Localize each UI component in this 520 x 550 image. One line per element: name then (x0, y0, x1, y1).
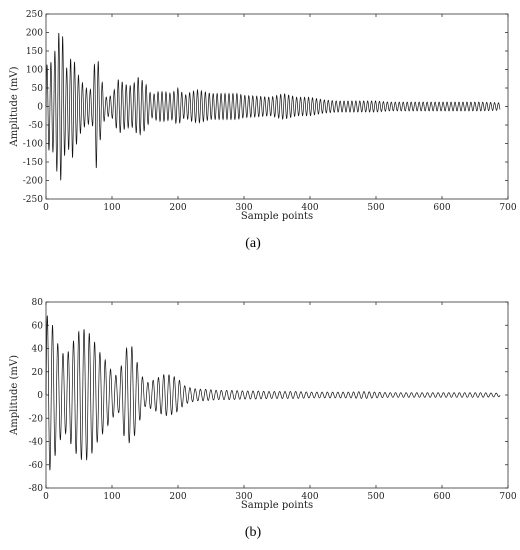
y-tick-label: 80 (32, 298, 44, 308)
y-tick-label: 150 (26, 47, 43, 57)
y-axis-label: Amplitude (mV) (9, 66, 20, 147)
y-tick-label: 0 (37, 103, 43, 113)
y-tick-label: -80 (29, 484, 44, 494)
x-tick-label: 600 (433, 203, 450, 213)
y-tick-label: 50 (32, 84, 44, 94)
x-tick-label: 400 (301, 492, 318, 502)
y-tick-label: -200 (23, 177, 43, 187)
x-tick-label: 700 (499, 203, 516, 213)
y-tick-label: -150 (23, 158, 43, 168)
panel-caption: (a) (245, 236, 261, 251)
x-tick-label: 100 (103, 492, 120, 502)
plot-frame (45, 301, 509, 489)
signal-line (45, 32, 501, 181)
y-tick-label: 0 (37, 391, 43, 401)
x-tick-label: 300 (235, 492, 252, 502)
x-tick-label: 0 (43, 203, 49, 213)
x-tick-label: 200 (169, 492, 186, 502)
x-tick-label: 500 (367, 492, 384, 502)
panel-b: 0 100 200 300 400 500 600 700806040200-20-40-60… (9, 298, 517, 540)
panel-caption: (b) (245, 525, 262, 540)
panel-a: 0 100 200 300 400 500 600 700250200150100500-50… (9, 10, 517, 251)
y-axis-label: Amplitude (mV) (9, 355, 20, 436)
y-tick-label: 250 (26, 10, 43, 20)
x-tick-label: 300 (235, 203, 252, 213)
x-axis-label: Sample points (241, 500, 313, 511)
x-tick-label: 400 (301, 203, 318, 213)
y-tick-label: -50 (29, 121, 44, 131)
y-tick-label: -20 (29, 414, 44, 424)
signal-line (45, 315, 501, 471)
x-tick-label: 700 (499, 492, 516, 502)
y-tick-label: 100 (26, 66, 43, 76)
y-tick-label: -250 (23, 195, 43, 205)
x-axis-label: Sample points (241, 211, 313, 222)
x-tick-label: 600 (433, 492, 450, 502)
y-tick-label: -60 (29, 461, 44, 471)
y-tick-label: 20 (32, 368, 44, 378)
y-tick-label: 200 (26, 29, 43, 39)
x-tick-label: 500 (367, 203, 384, 213)
y-tick-label: 60 (32, 321, 44, 331)
x-tick-label: 200 (169, 203, 186, 213)
x-tick-label: 100 (103, 203, 120, 213)
y-tick-label: -100 (23, 140, 43, 150)
y-tick-label: -40 (29, 438, 44, 448)
y-tick-label: 40 (32, 345, 44, 355)
x-tick-label: 0 (43, 492, 49, 502)
